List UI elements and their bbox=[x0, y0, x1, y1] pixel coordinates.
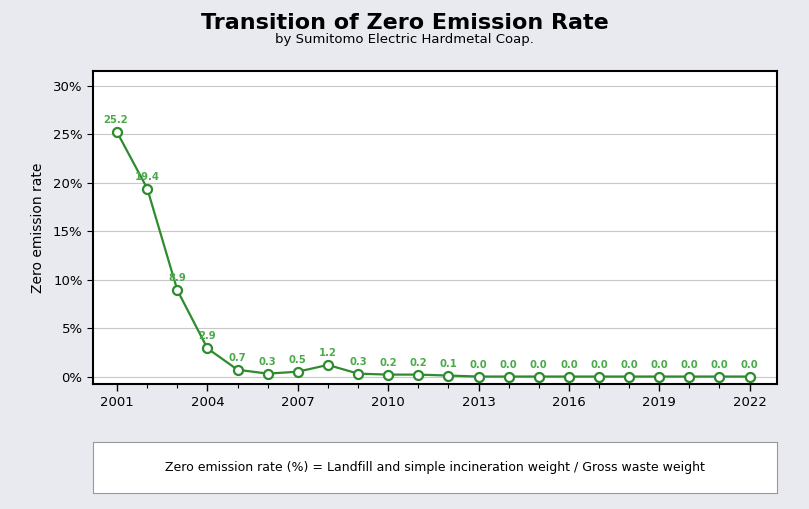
Text: Zero emission rate (%) = Landfill and simple incineration weight / Gross waste w: Zero emission rate (%) = Landfill and si… bbox=[165, 461, 705, 474]
Text: 0.5: 0.5 bbox=[289, 355, 307, 365]
Text: 0.0: 0.0 bbox=[560, 359, 578, 370]
Text: 0.0: 0.0 bbox=[680, 359, 698, 370]
Text: 8.9: 8.9 bbox=[168, 273, 186, 284]
Text: 0.3: 0.3 bbox=[259, 357, 277, 366]
Text: 1.2: 1.2 bbox=[319, 348, 337, 358]
Text: 2.9: 2.9 bbox=[199, 331, 216, 342]
Text: 0.3: 0.3 bbox=[349, 357, 366, 366]
Text: 0.0: 0.0 bbox=[741, 359, 758, 370]
Text: 0.1: 0.1 bbox=[439, 359, 457, 369]
Text: 0.0: 0.0 bbox=[710, 359, 728, 370]
Text: 0.7: 0.7 bbox=[229, 353, 247, 363]
Text: 0.2: 0.2 bbox=[379, 358, 397, 367]
Y-axis label: Zero emission rate: Zero emission rate bbox=[31, 162, 44, 293]
Text: 25.2: 25.2 bbox=[104, 116, 128, 125]
Text: 0.0: 0.0 bbox=[530, 359, 548, 370]
Text: Transition of Zero Emission Rate: Transition of Zero Emission Rate bbox=[201, 13, 608, 33]
Text: 0.0: 0.0 bbox=[470, 359, 487, 370]
Text: 0.0: 0.0 bbox=[500, 359, 518, 370]
Text: 0.0: 0.0 bbox=[650, 359, 668, 370]
Text: 0.0: 0.0 bbox=[621, 359, 637, 370]
Text: by Sumitomo Electric Hardmetal Coap.: by Sumitomo Electric Hardmetal Coap. bbox=[275, 33, 534, 46]
Text: 0.2: 0.2 bbox=[409, 358, 427, 367]
Text: 19.4: 19.4 bbox=[135, 172, 159, 182]
Text: 0.0: 0.0 bbox=[590, 359, 608, 370]
